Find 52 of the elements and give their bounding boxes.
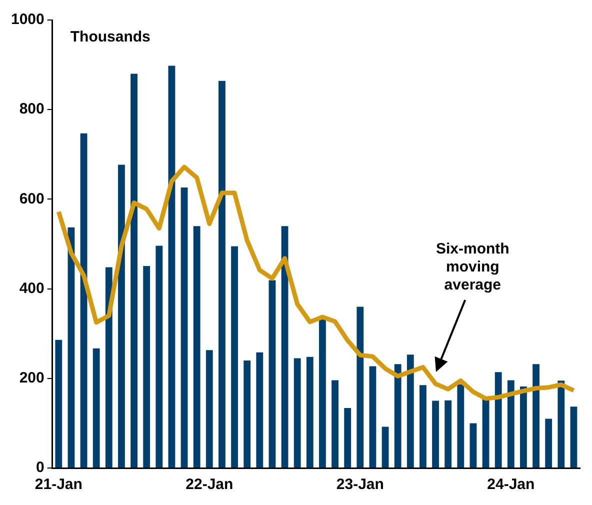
bar xyxy=(520,386,527,468)
bar xyxy=(143,266,150,468)
y-tick-label: 200 xyxy=(19,370,44,387)
bar xyxy=(92,348,100,468)
bar xyxy=(105,267,112,468)
bar xyxy=(420,385,426,468)
bar xyxy=(457,384,464,468)
annotation: Six-month moving average xyxy=(436,240,510,294)
bar xyxy=(80,133,88,468)
bar xyxy=(294,358,301,468)
bar xyxy=(494,372,502,468)
bar xyxy=(168,66,176,468)
y-tick-label: 1000 xyxy=(10,11,44,28)
y-tick-label: 800 xyxy=(19,100,44,118)
bar xyxy=(482,398,490,468)
bar xyxy=(558,380,565,468)
y-tick-label: 600 xyxy=(19,190,44,208)
x-tick-label: 22-Jan xyxy=(186,476,234,494)
bar xyxy=(356,306,364,468)
bar xyxy=(507,380,514,468)
bar xyxy=(319,319,326,468)
y-tick-label: 0 xyxy=(36,459,44,476)
bar xyxy=(118,164,125,468)
bar xyxy=(532,364,540,468)
y-tick-label: 400 xyxy=(19,280,44,297)
x-tick-label: 21-Jan xyxy=(34,476,82,494)
annotation: Thousands xyxy=(70,28,150,46)
bar xyxy=(570,406,578,468)
bar xyxy=(382,426,389,468)
bar xyxy=(369,366,376,468)
bar xyxy=(470,423,477,468)
bar xyxy=(406,354,414,468)
bar xyxy=(206,350,213,468)
bar xyxy=(344,408,352,468)
bar xyxy=(545,418,552,468)
bar xyxy=(268,280,276,468)
bar xyxy=(432,400,439,468)
bar xyxy=(156,246,163,468)
bar xyxy=(244,360,251,468)
bar xyxy=(180,188,188,468)
bar xyxy=(444,400,452,468)
bar xyxy=(394,364,402,468)
bar xyxy=(256,352,264,468)
bar xyxy=(55,340,62,468)
bar xyxy=(130,74,138,468)
bar xyxy=(231,246,238,468)
x-tick-label: 24-Jan xyxy=(487,476,535,494)
bar xyxy=(193,226,200,468)
bar xyxy=(218,80,226,468)
x-tick-label: 23-Jan xyxy=(336,476,384,494)
bar xyxy=(306,356,314,468)
bar xyxy=(332,380,338,468)
